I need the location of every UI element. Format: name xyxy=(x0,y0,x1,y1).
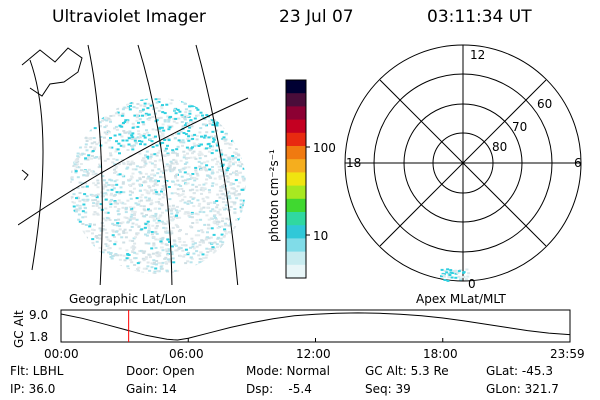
geo-panel-label: Geographic Lat/Lon xyxy=(69,292,187,306)
colorbar-segment xyxy=(286,159,306,173)
door-status: Door: Open xyxy=(126,364,195,378)
mlt-label-12: 12 xyxy=(470,48,486,62)
gc-alt-status: GC Alt: 5.3 Re xyxy=(365,364,449,378)
colorbar-segment xyxy=(286,172,306,187)
filter-status: Flt: LBHL xyxy=(10,364,64,378)
mlt-label-18: 18 xyxy=(346,156,362,170)
time-label: 03:11:34 UT xyxy=(427,7,532,27)
colorbar-segment xyxy=(286,106,306,121)
altitude-ytick-9: 9.0 xyxy=(29,308,49,322)
colorbar-tick-100: 100 xyxy=(313,141,336,155)
glat-status: GLat: -45.3 xyxy=(486,364,553,378)
colorbar-segment xyxy=(286,80,306,94)
colorbar-segment xyxy=(286,119,306,134)
colorbar-segment xyxy=(286,225,306,239)
ip-status: IP: 36.0 xyxy=(10,382,56,396)
colorbar-segment xyxy=(286,238,306,253)
colorbar-segment xyxy=(286,212,306,226)
mode-status: Mode: Normal xyxy=(246,364,330,378)
glon-status: GLon: 321.7 xyxy=(486,382,559,396)
mlat-label-60: 60 xyxy=(537,97,553,111)
dsp-status: Dsp: -5.4 xyxy=(246,382,312,396)
xtick-1800: 18:00 xyxy=(423,347,458,361)
instrument-title: Ultraviolet Imager xyxy=(52,7,206,27)
altitude-series-line xyxy=(60,312,570,341)
colorbar-segment xyxy=(286,93,306,107)
colorbar-segment xyxy=(286,146,306,160)
xtick-0000: 00:00 xyxy=(44,347,79,361)
colorbar-segment xyxy=(286,251,306,266)
altitude-ytick-1-8: 1.8 xyxy=(29,330,49,344)
colorbar-tick-10: 10 xyxy=(313,229,329,243)
xtick-1200: 12:00 xyxy=(296,347,331,361)
mlat-label-70: 70 xyxy=(512,120,528,134)
seq-status: Seq: 39 xyxy=(365,382,411,396)
gain-status: Gain: 14 xyxy=(126,382,177,396)
colorbar-segment xyxy=(286,198,306,213)
date-label: 23 Jul 07 xyxy=(279,7,354,27)
colorbar-segment xyxy=(286,264,306,279)
xtick-0600: 06:00 xyxy=(169,347,204,361)
mlt-label-0: 0 xyxy=(468,277,476,291)
polar-panel-label: Apex MLat/MLT xyxy=(416,292,506,306)
colorbar-segment xyxy=(286,185,306,200)
mlat-label-80: 80 xyxy=(492,140,508,154)
colorbar-segment xyxy=(286,132,306,147)
altitude-axis-label: GC Alt xyxy=(12,310,26,348)
altitude-plot-frame xyxy=(60,309,571,343)
mlt-label-6: 6 xyxy=(574,156,582,170)
xtick-2359: 23:59 xyxy=(550,347,585,361)
